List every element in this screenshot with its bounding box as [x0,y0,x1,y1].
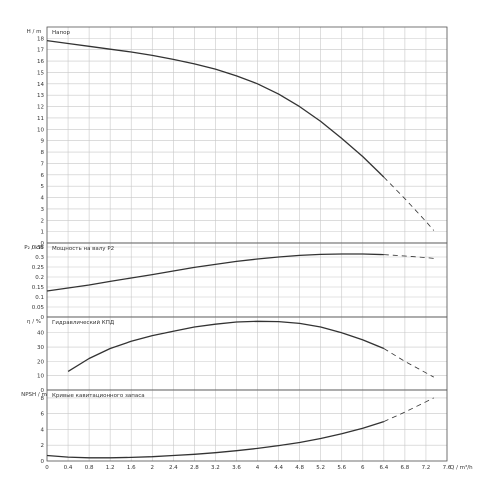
y-tick-label: 15 [37,70,44,76]
y-tick-label: 3 [41,207,45,213]
y-tick-label: 4 [41,427,45,433]
series-power-dashed [383,254,434,259]
x-axis-label: Q / m³/h [450,464,473,471]
y-tick-label: 9 [41,139,45,145]
y-tick-label: 8 [41,396,45,402]
x-tick-label: 1.6 [127,465,136,471]
x-tick-label: 0.4 [64,465,73,471]
x-tick-label: 2 [151,465,155,471]
series-efficiency-dashed [383,348,434,378]
y-tick-label: 0 [41,459,45,465]
curve-title: Гидравлический КПД [52,319,115,326]
y-tick-label: 0 [41,315,45,321]
x-tick-label: 7.6 [443,465,452,471]
y-tick-label: 10 [37,374,44,380]
series-power-solid [46,253,384,292]
y-tick-label: 40 [37,331,44,337]
y-tick-label: 30 [37,345,44,351]
y-tick-label: 0.05 [32,305,45,311]
x-tick-label: 6 [361,465,365,471]
y-tick-label: 6 [41,412,45,418]
y-tick-label: 11 [37,116,44,122]
y-axis-label: P₂ / kW [24,245,44,251]
y-axis-label: H / m [27,29,42,35]
series-head-solid [46,39,385,178]
y-tick-label: 20 [37,359,44,365]
y-tick-label: 7 [41,161,45,167]
series-npsh-dashed [383,397,434,422]
panel-efficiency: 0 10 20 30 40 η / % Гидравлический КПД [27,316,448,394]
y-tick-label: 0 [41,241,45,247]
y-tick-label: 16 [37,59,44,65]
x-tick-label: 0.8 [85,465,94,471]
y-axis-label: η / % [27,319,41,325]
y-tick-label: 0.25 [32,265,45,271]
y-tick-label: 1 [41,230,45,236]
y-tick-label: 18 [37,36,44,42]
panel-frame [46,242,448,318]
x-tick-label: 6.8 [401,465,410,471]
y-tick-label: 12 [37,105,44,111]
x-tick-label: 5.6 [337,465,346,471]
curve-title: Напор [52,30,70,36]
y-axis-label: NPSH / m [21,392,47,398]
x-tick-label: 1.2 [106,465,115,471]
x-tick-label: 2.8 [190,465,199,471]
x-tick-label: 4 [256,465,260,471]
y-tick-label: 2 [41,218,45,224]
panel-frame [46,316,448,391]
series-npsh-solid [46,420,384,459]
y-tick-label: 0.2 [35,275,44,281]
x-tick-label: 2.4 [169,465,178,471]
y-tick-label: 0 [41,388,45,394]
y-tick-label: 8 [41,150,45,156]
x-tick-label: 7.2 [422,465,431,471]
curve-title: Мощность на валу P2 [52,246,114,252]
y-tick-label: 10 [37,127,44,133]
x-tick-label: 5.2 [316,465,325,471]
y-tick-label: 0.15 [32,285,45,291]
x-tick-label: 3.2 [211,465,220,471]
y-tick-label: 0.3 [35,255,44,261]
y-tick-label: 2 [41,443,45,449]
curve-title: Кривые кавитационного запаса [52,393,145,399]
y-tick-label: 5 [41,184,45,190]
y-tick-label: 4 [41,196,45,202]
y-tick-label: 0.35 [32,245,45,251]
y-tick-label: 6 [41,173,45,179]
x-tick-label: 4.4 [274,465,283,471]
x-tick-label: 6.4 [379,465,388,471]
x-tick-label: 4.8 [295,465,304,471]
x-tick-label: 0 [45,465,49,471]
y-tick-label: 13 [37,93,44,99]
y-tick-label: 14 [37,82,44,88]
panel-frame [46,26,448,244]
y-tick-label: 0.1 [35,295,44,301]
x-tick-label: 3.6 [232,465,241,471]
series-head-dashed [383,176,435,231]
series-efficiency-solid [67,320,385,372]
y-tick-label: 17 [37,48,44,54]
panel-frame [46,389,448,462]
